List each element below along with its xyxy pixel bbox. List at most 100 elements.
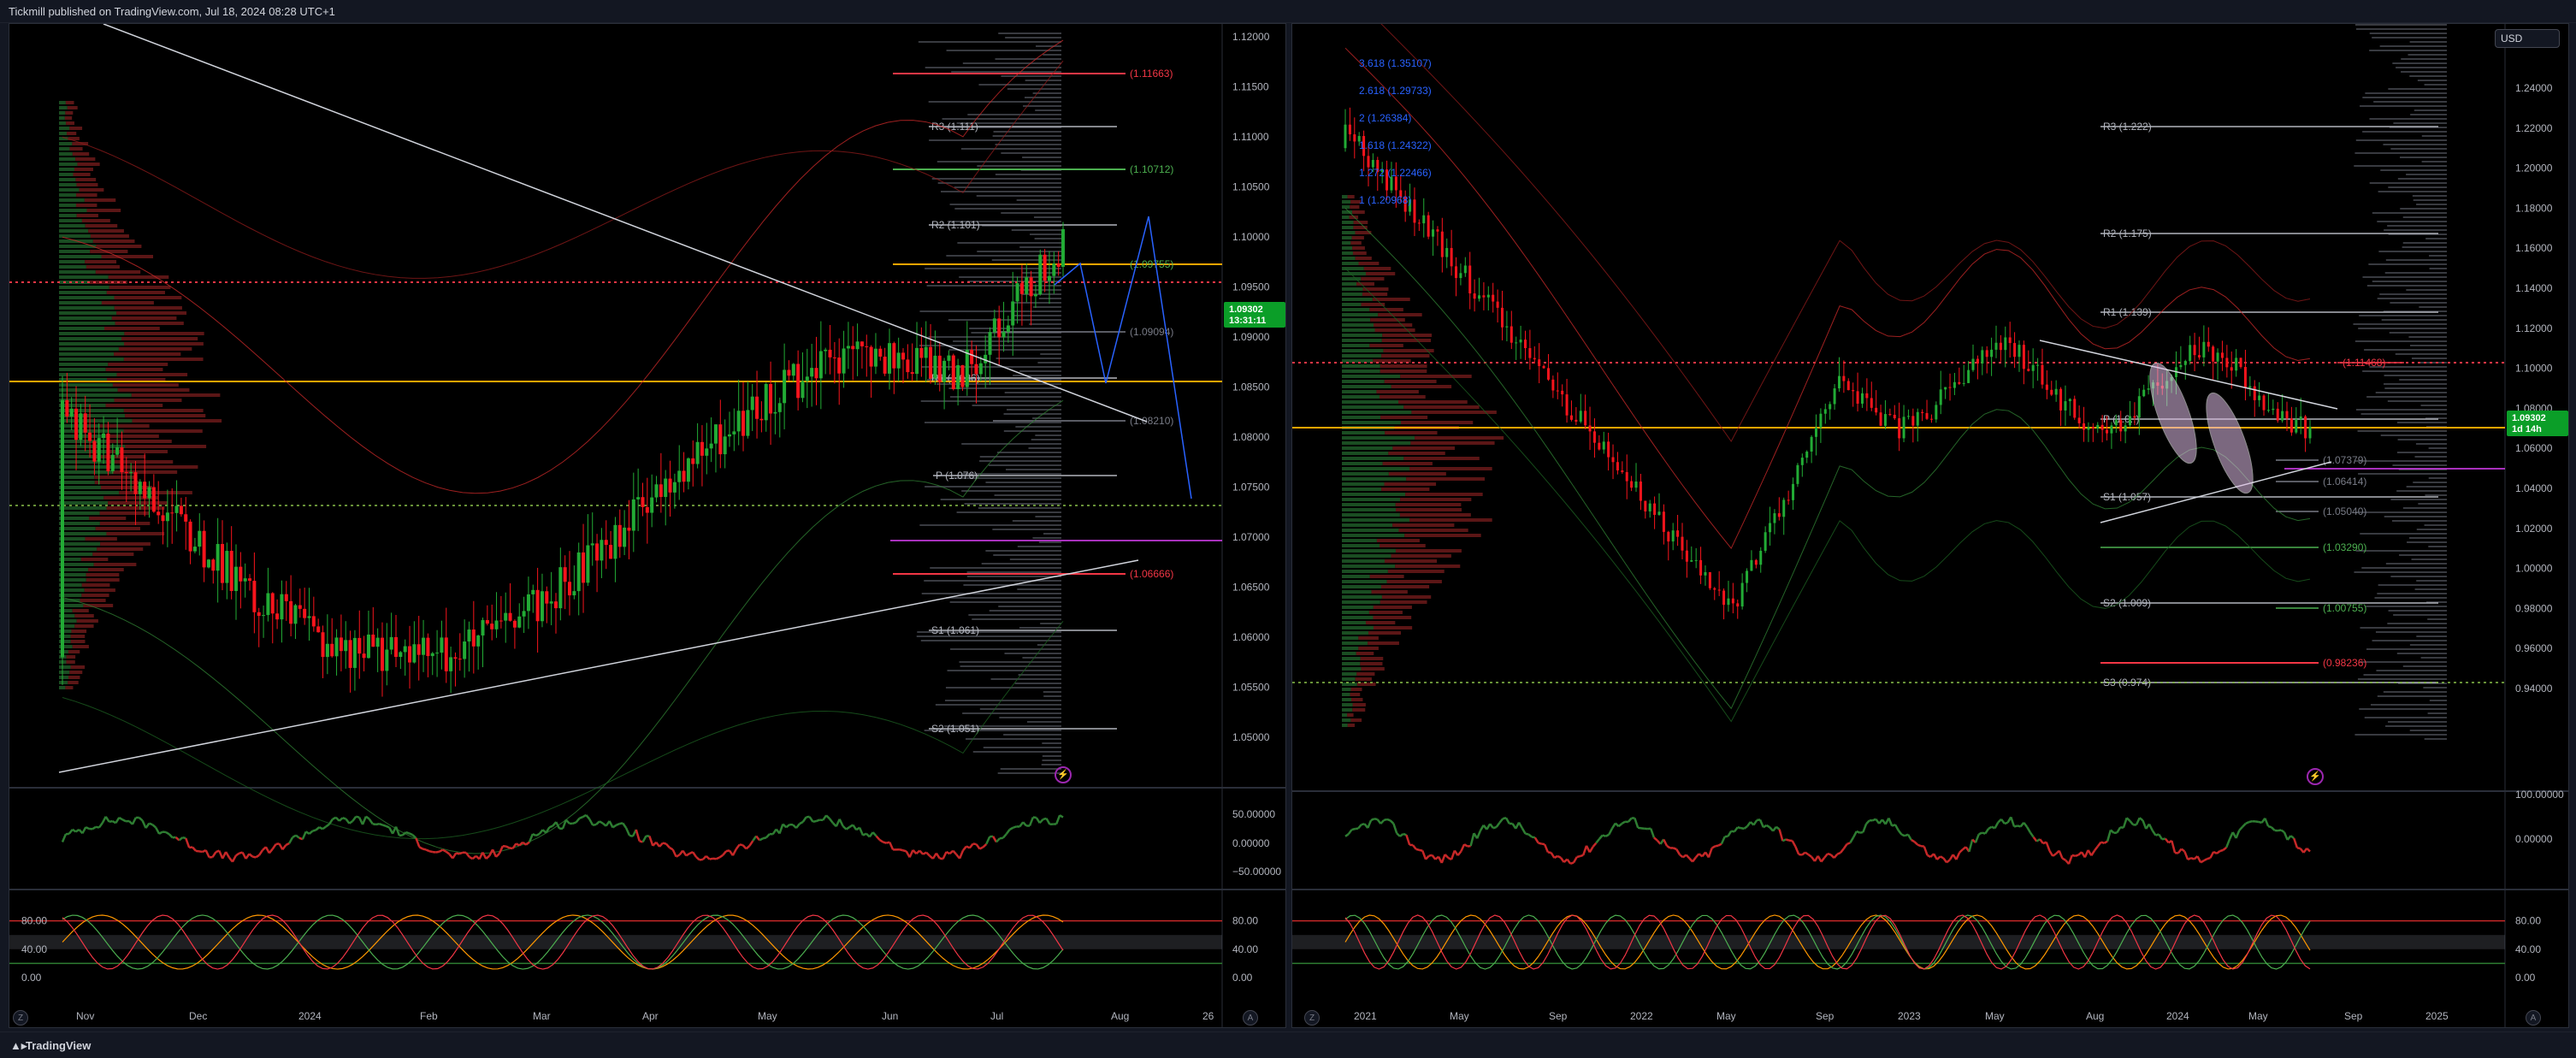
rsi-line [436, 852, 440, 853]
rsi-line [269, 849, 273, 854]
volume-profile-bar-down [1361, 667, 1384, 671]
volume-profile-bar [1017, 588, 1061, 590]
volume-profile-bar-down [1352, 708, 1365, 712]
volume-profile-bar-down [1369, 344, 1403, 347]
rsi-line [249, 854, 252, 856]
candle-body [1616, 462, 1619, 470]
volume-profile-bar [2388, 88, 2447, 90]
pivot-level-label: (1.06666) [1130, 568, 1173, 580]
rsi-line [733, 849, 736, 855]
candle-body [737, 411, 741, 431]
volume-profile-bar [2356, 511, 2447, 513]
volume-profile-bar [1035, 434, 1061, 436]
volume-profile-bar [2372, 212, 2447, 214]
volume-profile-bar [1003, 734, 1061, 736]
candle-body [1566, 394, 1569, 416]
candle-body [152, 488, 156, 512]
volume-profile-bar [991, 678, 1061, 680]
candle-body [1880, 412, 1882, 426]
rsi-line [1619, 824, 1622, 826]
price-scale-label: 1.04000 [2515, 482, 2553, 494]
candle-body [2248, 387, 2251, 388]
volume-profile-bar-down [102, 255, 154, 258]
rsi-line [426, 849, 429, 851]
volume-profile-bar [2373, 101, 2447, 103]
candle-body [609, 545, 612, 559]
currency-select[interactable]: USD [2495, 29, 2560, 48]
right-chart-panel[interactable]: R3 (1.222)R2 (1.175)R1 (1.139)(1.11468)P… [1291, 23, 2569, 1028]
left-chart-canvas[interactable]: (1.11663)R3 (1.111)(1.10712)R2 (1.101)(1… [9, 24, 1286, 1028]
candle-body [632, 499, 635, 531]
candle-body [1551, 380, 1554, 391]
volume-profile-bar-up [1342, 318, 1370, 322]
volume-profile-bar [2393, 614, 2447, 616]
rsi-line [953, 851, 956, 854]
rsi-line [586, 815, 589, 819]
candle-body [1515, 342, 1517, 343]
right-chart-canvas[interactable]: R3 (1.222)R2 (1.175)R1 (1.139)(1.11468)P… [1292, 24, 2569, 1028]
volume-profile-bar-up [1342, 652, 1356, 655]
left-chart-panel[interactable]: (1.11663)R3 (1.111)(1.10712)R2 (1.101)(1… [9, 23, 1286, 1028]
volume-profile-bar-up [59, 132, 67, 135]
rsi-line [1590, 847, 1593, 852]
candle-body [1829, 404, 1831, 409]
volume-profile-bar [2358, 328, 2447, 329]
scale-mode-z[interactable]: Z [1304, 1010, 1320, 1025]
fib-extension-label: 1.272 (1.22466) [1359, 167, 1432, 179]
rsi-line [623, 823, 626, 828]
rsi-line [1574, 857, 1577, 863]
rsi-line [326, 825, 329, 827]
pivot-level-label: R2 (1.101) [931, 219, 980, 231]
volume-profile-bar [2354, 734, 2447, 736]
candle-body [1958, 382, 1960, 384]
volume-profile-bar [946, 597, 1061, 599]
rsi-line [613, 825, 617, 828]
candle-body [1436, 229, 1439, 232]
pivot-level-label: (0.98236) [2323, 657, 2366, 669]
rsi-line [1426, 856, 1429, 860]
volume-profile-bar [1022, 657, 1061, 659]
volume-profile-bar [2362, 131, 2447, 133]
volume-profile-bar-up [1342, 539, 1377, 542]
scale-mode-a[interactable]: A [1243, 1010, 1258, 1025]
volume-profile-bar [2364, 349, 2447, 351]
candle-body [2267, 410, 2270, 411]
rsi-scale-label: 50.00000 [1232, 808, 1275, 820]
candle-body [2000, 343, 2002, 350]
scale-mode-a[interactable]: A [2526, 1010, 2541, 1025]
lightning-icon[interactable]: ⚡ [2307, 768, 2324, 785]
volume-profile-bar [2399, 554, 2447, 556]
volume-profile-bar [2372, 640, 2447, 641]
volume-profile-bar-up [59, 676, 68, 679]
candle-body [293, 606, 297, 624]
rsi-line [452, 853, 456, 858]
volume-profile-bar [2416, 443, 2447, 445]
candle-body [1857, 391, 1859, 404]
candle-body [1746, 570, 1748, 582]
volume-profile-bar-down [85, 260, 116, 263]
rsi-line [816, 820, 819, 821]
candle-body [1635, 482, 1638, 488]
volume-profile-bar-up [59, 111, 65, 115]
candle-body [1963, 383, 1965, 384]
scale-mode-z[interactable]: Z [13, 1010, 28, 1025]
volume-profile-bar-down [1353, 251, 1367, 255]
volume-profile-bar-down [1396, 508, 1462, 511]
lightning-icon[interactable]: ⚡ [1055, 766, 1072, 783]
rsi-line [1754, 820, 1758, 825]
volume-profile-bar-up [1342, 334, 1382, 337]
candle-body [102, 434, 105, 438]
rsi-line [513, 843, 517, 848]
volume-profile-bar [2388, 721, 2447, 723]
rsi-line [663, 843, 666, 844]
volume-profile-bar-down [82, 583, 110, 587]
rsi-line [1693, 857, 1696, 861]
rsi-line [2278, 830, 2281, 831]
volume-profile-bar-down [75, 157, 95, 161]
volume-profile-bar [2397, 653, 2447, 654]
rsi-line [2284, 832, 2288, 840]
price-scale-label: 1.10000 [1232, 231, 1270, 243]
volume-profile-bar-down [1374, 606, 1412, 609]
candle-body [330, 644, 334, 657]
rsi-line [62, 834, 66, 842]
